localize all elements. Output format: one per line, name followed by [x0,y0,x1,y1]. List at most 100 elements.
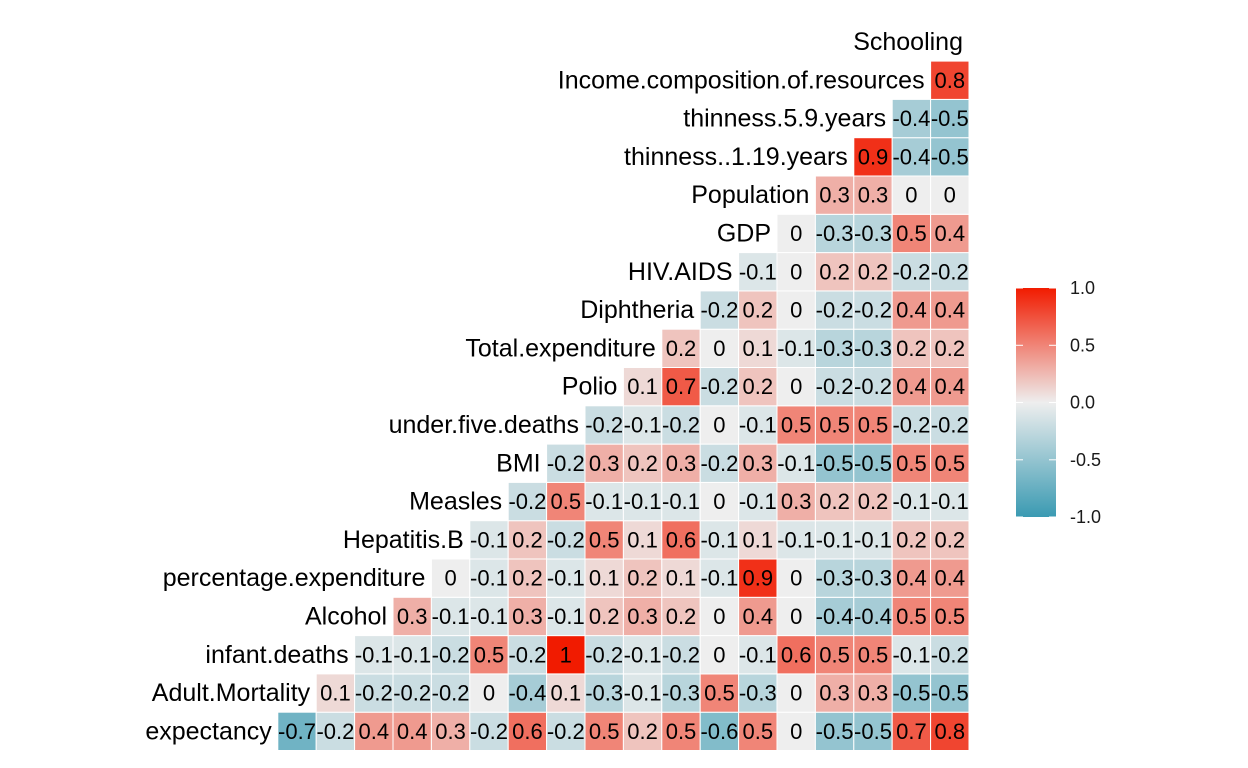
variable-label: thinness.5.9.years [683,105,886,133]
cell-value-label: -0.1 [892,642,930,667]
heatmap-cell [853,175,893,215]
heatmap-cell [469,596,509,637]
cell-value-label: -0.5 [892,681,930,706]
cell-value-label: -0.1 [739,642,777,667]
cell-value-label: 0.5 [858,642,889,667]
heatmap-cell [738,558,778,598]
heatmap-cell [430,596,471,637]
cell-value-label: 0.1 [589,566,620,591]
cell-value-label: -0.3 [816,336,854,361]
cell-value-label: 0.5 [781,412,812,437]
heatmap-cell [661,520,701,560]
heatmap-cell [853,481,893,522]
cell-value-label: 0.2 [627,566,658,591]
cell-value-label: -0.2 [892,412,930,437]
cell-value-label: -0.1 [739,489,777,514]
heatmap-cell [891,405,932,445]
heatmap-cell [699,673,740,713]
cell-value-label: 0.1 [627,374,658,399]
heatmap-cells: -0.7 -0.2 0.4 0.4 0.3 -0.2 0.6 -0.2 0.5 0.2 0.5 -0.… [277,60,970,752]
cell-value-label: 0.3 [858,681,889,706]
variable-label: infant.deaths [205,641,348,669]
cell-value-label: 0.2 [858,489,889,514]
cell-value-label: -0.4 [508,681,546,706]
cell-value-label: -0.5 [816,451,854,476]
heatmap-cell [430,711,471,752]
cell-value-label: 0.2 [858,259,889,284]
cell-value-label: -0.2 [432,642,470,667]
cell-value-label: 0.5 [896,451,927,476]
cell-value-label: 0.3 [435,719,466,744]
heatmap-cell [430,635,471,675]
cell-value-label: -0.1 [393,642,431,667]
cell-value-label: 0.9 [858,144,889,169]
heatmap-cell [699,558,740,598]
cell-value-label: -0.5 [854,719,892,744]
cell-value-label: -0.2 [854,374,892,399]
cell-value-label: 0.9 [743,566,774,591]
cell-value-label: 0.5 [896,221,927,246]
heatmap-cell [661,405,701,445]
cell-value-label: -0.5 [931,144,969,169]
heatmap-cell [814,635,855,675]
heatmap-cell [622,673,663,713]
cell-value-label: 0.4 [896,566,927,591]
heatmap-cell [392,711,432,752]
cell-value-label: 0.2 [512,566,543,591]
heatmap-cell [315,673,356,713]
heatmap-cell [776,558,816,598]
cell-value-label: -0.1 [777,451,815,476]
cell-value-label: -0.1 [854,527,892,552]
heatmap-cell [738,596,778,637]
cell-value-label: -0.2 [547,451,585,476]
heatmap-cell [891,213,932,254]
variable-label: Total.expenditure [465,334,655,362]
cell-value-label: 0.1 [551,681,582,706]
heatmap-cell [584,520,624,560]
legend-tick-label: -0.5 [1070,450,1101,470]
cell-value-label: 0.4 [935,374,966,399]
cell-value-label: -0.2 [816,374,854,399]
cell-value-label: -0.2 [547,527,585,552]
cell-value-label: 0 [790,604,802,629]
heatmap-cell [392,673,432,713]
cell-value-label: -0.1 [700,566,738,591]
variable-label: BMI [496,449,540,477]
heatmap-cell [814,520,855,560]
cell-value-label: -0.2 [931,642,969,667]
cell-value-label: 0.3 [512,604,543,629]
cell-value-label: 0.5 [589,527,620,552]
cell-value-label: 0.6 [512,719,543,744]
heatmap-cell [546,711,586,752]
heatmap-cell [814,213,855,254]
cell-value-label: -0.2 [470,719,508,744]
cell-value-label: -0.1 [816,527,854,552]
cell-value-label: 0 [905,183,917,208]
heatmap-cell [661,558,701,598]
cell-value-label: 0.5 [819,412,850,437]
heatmap-cell [776,481,816,522]
heatmap-cell [469,520,509,560]
legend-tick-label: -1.0 [1070,507,1101,527]
heatmap-cell [507,520,548,560]
heatmap-cell [814,252,855,292]
cell-value-label: 0.1 [743,336,774,361]
cell-value-label: -0.1 [470,527,508,552]
cell-value-label: -0.1 [432,604,470,629]
heatmap-cell [891,98,932,139]
heatmap-cell [930,252,970,292]
cell-value-label: -0.2 [816,298,854,323]
cell-value-label: 0.4 [896,298,927,323]
cell-value-label: -0.2 [585,642,623,667]
cell-value-label: 0.2 [896,336,927,361]
cell-value-label: -0.1 [624,412,662,437]
heatmap-cell [891,673,932,713]
variable-label: Adult.Mortality [152,679,311,707]
cell-value-label: 0.8 [935,719,966,744]
cell-value-label: -0.4 [816,604,854,629]
cell-value-label: 0 [790,259,802,284]
cell-value-label: -0.3 [854,566,892,591]
cell-value-label: 1 [560,642,572,667]
heatmap-cell [814,290,855,330]
